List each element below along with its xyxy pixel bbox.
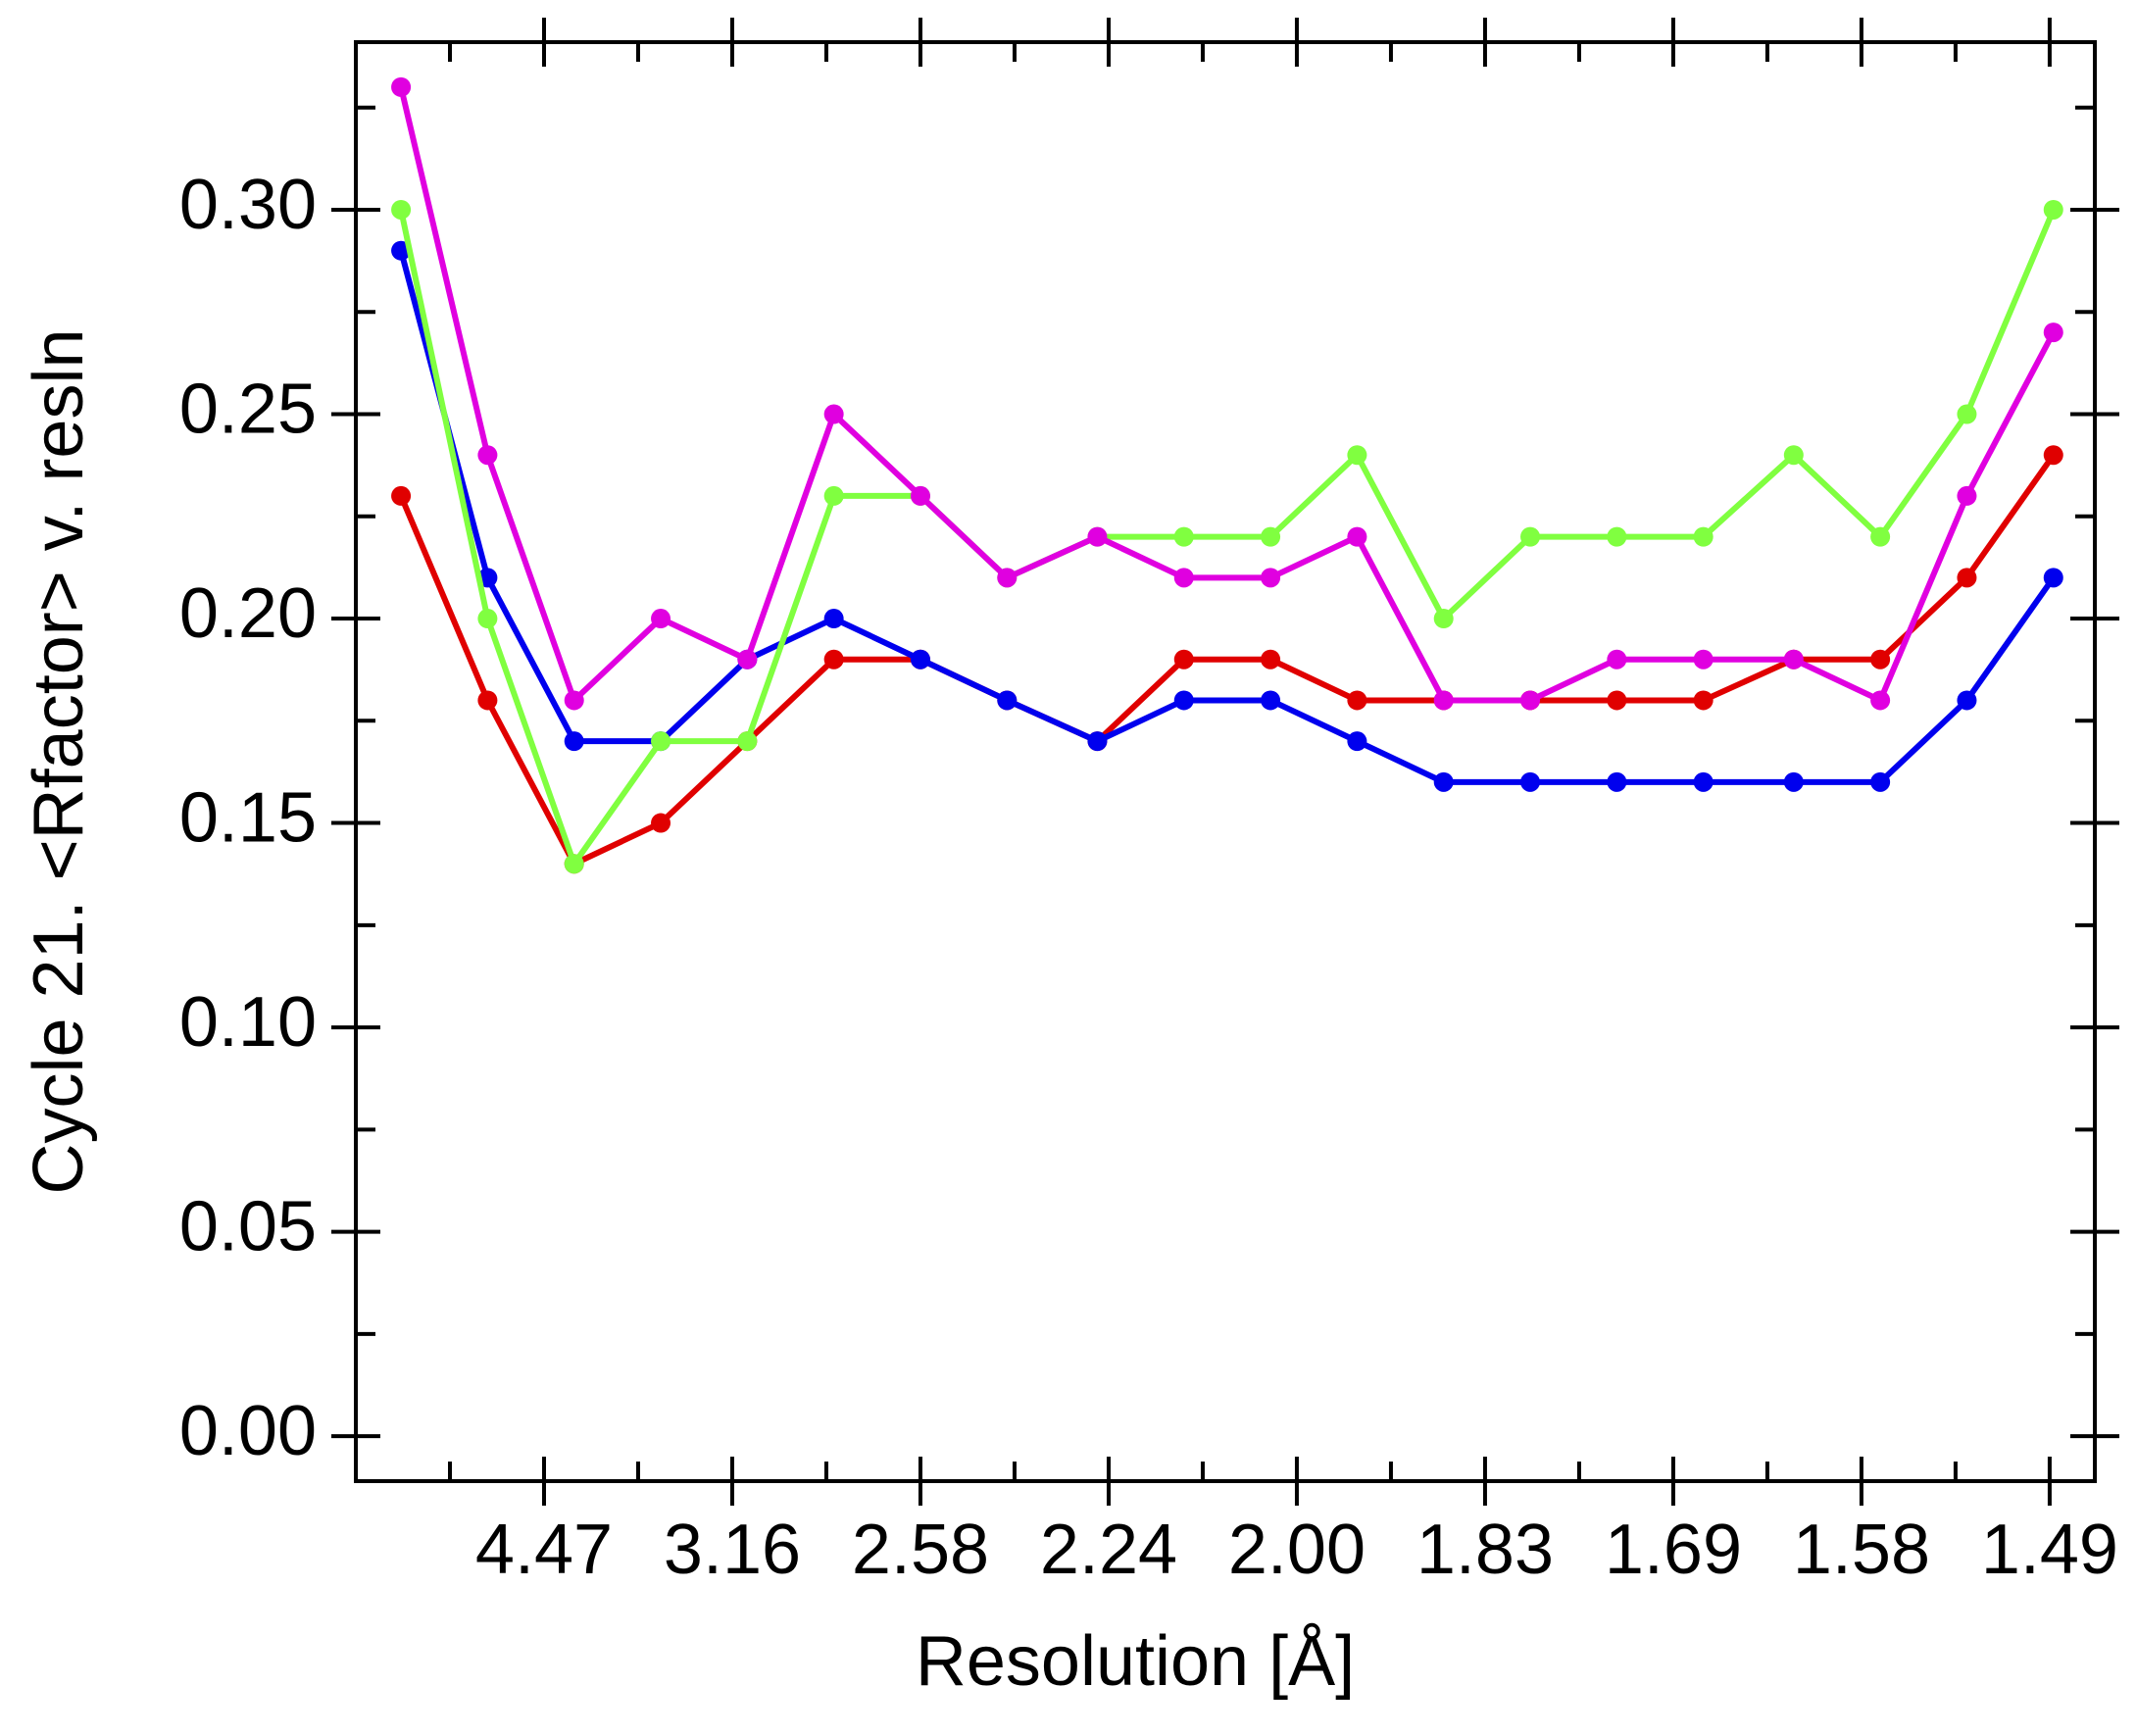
data-point — [1957, 568, 1977, 588]
data-point — [1347, 526, 1367, 547]
data-point — [651, 731, 671, 752]
data-point — [1870, 771, 1891, 792]
x-tick-label: 4.47 — [475, 1511, 613, 1589]
plot-frame — [354, 40, 2097, 1483]
data-point — [1173, 526, 1194, 547]
data-point — [1693, 526, 1714, 547]
y-tick-label: 0.05 — [179, 1188, 317, 1266]
data-point — [477, 690, 498, 711]
y-axis-label: Cycle 21. <Rfactor> v. resln — [20, 328, 98, 1194]
data-point — [1347, 731, 1367, 752]
data-point — [1693, 649, 1714, 670]
data-point — [564, 854, 584, 874]
data-point — [1520, 771, 1541, 792]
data-point — [823, 485, 844, 506]
data-point — [823, 609, 844, 629]
data-point — [2043, 568, 2063, 588]
data-point — [564, 690, 584, 711]
data-point — [1607, 526, 1627, 547]
y-tick-label: 0.00 — [179, 1392, 317, 1470]
data-point — [1693, 771, 1714, 792]
data-point — [1783, 771, 1804, 792]
data-point — [1433, 771, 1454, 792]
y-tick-label: 0.15 — [179, 779, 317, 858]
data-point — [1957, 404, 1977, 424]
data-point — [1261, 690, 1281, 711]
x-tick-label: 1.83 — [1416, 1511, 1554, 1589]
data-point — [1261, 568, 1281, 588]
x-tick-label: 1.69 — [1605, 1511, 1742, 1589]
series-line — [398, 86, 2057, 704]
data-point — [651, 813, 671, 833]
data-point — [1783, 649, 1804, 670]
data-point — [1693, 690, 1714, 711]
data-point — [1520, 690, 1541, 711]
x-tick-label: 1.58 — [1793, 1511, 1930, 1589]
data-point — [1347, 690, 1367, 711]
data-point — [391, 199, 412, 220]
data-point — [1261, 649, 1281, 670]
x-tick-label: 2.00 — [1228, 1511, 1366, 1589]
data-point — [1173, 649, 1194, 670]
data-point — [1433, 690, 1454, 711]
data-point — [1783, 445, 1804, 466]
data-point — [564, 731, 584, 752]
data-point — [651, 609, 671, 629]
x-tick-label: 2.58 — [852, 1511, 989, 1589]
data-point — [1433, 609, 1454, 629]
data-point — [737, 649, 758, 670]
data-point — [1607, 649, 1627, 670]
data-point — [1957, 485, 1977, 506]
data-point — [1087, 731, 1108, 752]
y-tick-label: 0.20 — [179, 574, 317, 653]
data-point — [477, 609, 498, 629]
y-tick-label: 0.10 — [179, 983, 317, 1062]
x-tick-label: 3.16 — [664, 1511, 801, 1589]
data-point — [1870, 526, 1891, 547]
data-point — [737, 731, 758, 752]
data-point — [823, 649, 844, 670]
data-point — [910, 485, 930, 506]
data-point — [391, 485, 412, 506]
data-point — [1870, 690, 1891, 711]
data-point — [1607, 690, 1627, 711]
data-point — [1173, 690, 1194, 711]
data-point — [391, 76, 412, 97]
data-point — [1520, 526, 1541, 547]
data-point — [2043, 199, 2063, 220]
x-tick-label: 1.49 — [1981, 1511, 2118, 1589]
data-point — [1261, 526, 1281, 547]
y-tick-label: 0.25 — [179, 371, 317, 449]
series-line — [398, 249, 2057, 785]
data-point — [997, 568, 1018, 588]
y-tick-label: 0.30 — [179, 166, 317, 244]
data-point — [2043, 445, 2063, 466]
data-point — [823, 404, 844, 424]
data-point — [1347, 445, 1367, 466]
data-point — [910, 649, 930, 670]
data-point — [1870, 649, 1891, 670]
x-axis-label: Resolution [Å] — [916, 1622, 1355, 1701]
x-tick-label: 2.24 — [1040, 1511, 1177, 1589]
series-line — [398, 453, 2057, 868]
data-point — [2043, 322, 2063, 343]
data-point — [997, 690, 1018, 711]
data-point — [1173, 568, 1194, 588]
data-point — [1957, 690, 1977, 711]
data-point — [477, 445, 498, 466]
data-point — [1607, 771, 1627, 792]
data-point — [1087, 526, 1108, 547]
series-line — [398, 208, 2057, 868]
